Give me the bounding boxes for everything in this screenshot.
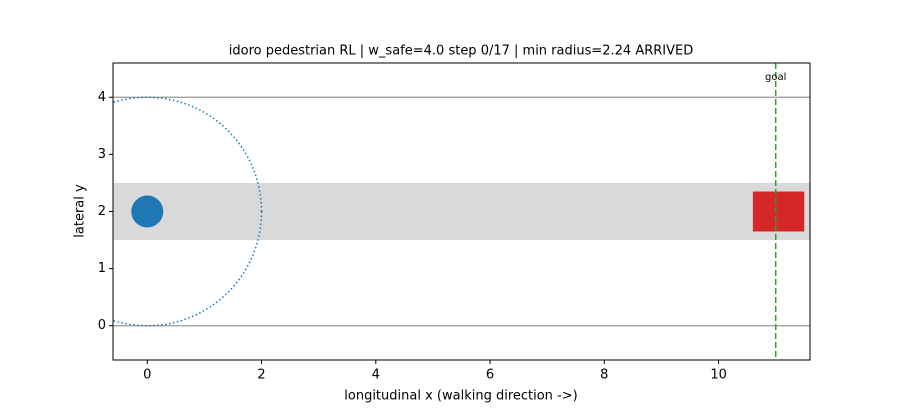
x-axis-label: longitudinal x (walking direction ->) xyxy=(344,389,577,404)
x-tick-label: 4 xyxy=(372,368,380,383)
x-tick-label: 6 xyxy=(486,368,494,383)
x-tick-label: 0 xyxy=(143,368,151,383)
goal-label: goal xyxy=(765,72,786,83)
pedestrian xyxy=(131,195,164,228)
walkway-band xyxy=(113,182,810,241)
plot-area xyxy=(113,63,810,360)
y-tick-label: 2 xyxy=(98,204,106,219)
y-tick-label: 4 xyxy=(98,90,106,105)
x-tick-label: 10 xyxy=(710,368,727,383)
y-axis-label: lateral y xyxy=(73,184,88,238)
chart-title: idoro pedestrian RL | w_safe=4.0 step 0/… xyxy=(229,44,694,59)
y-tick-label: 1 xyxy=(98,261,106,276)
safety-radius xyxy=(113,96,263,327)
y-tick-label: 0 xyxy=(98,318,106,333)
y-tick-label: 3 xyxy=(98,147,106,162)
x-tick-label: 8 xyxy=(600,368,608,383)
vehicle xyxy=(752,191,805,232)
x-tick-label: 2 xyxy=(257,368,265,383)
